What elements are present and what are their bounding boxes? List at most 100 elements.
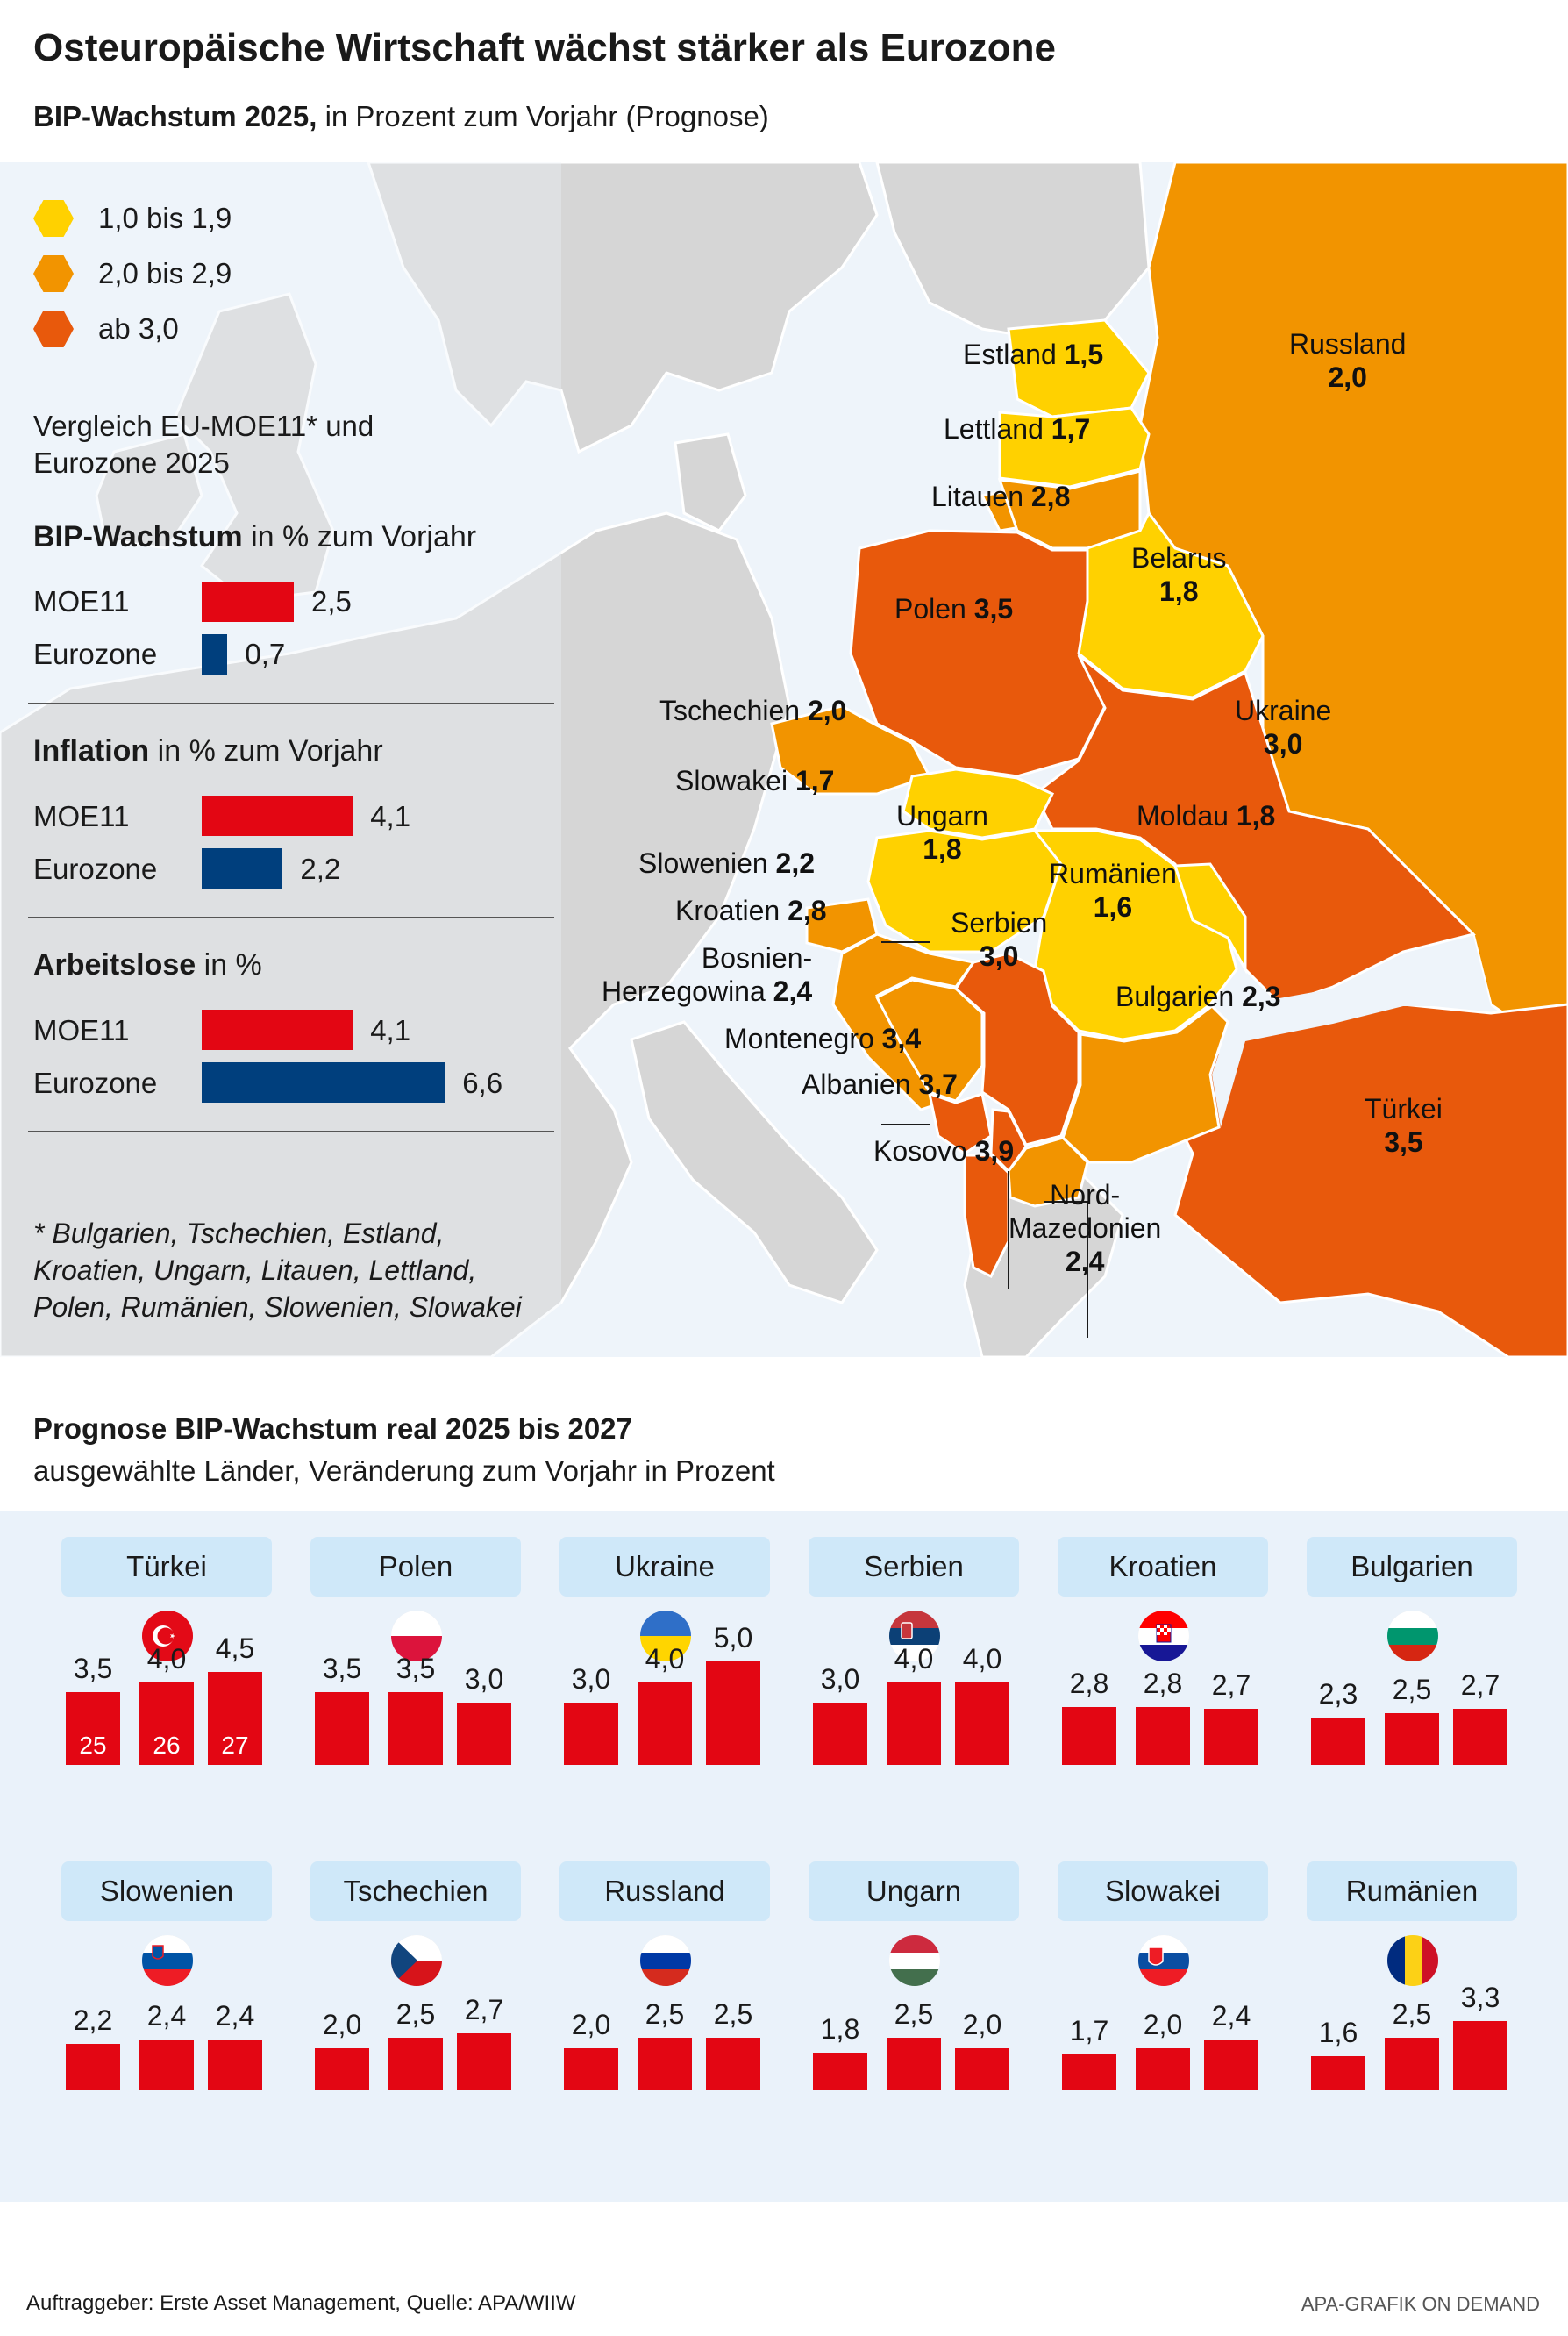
bar-value-label: 2,3 bbox=[1318, 1677, 1358, 1710]
gdp-moe11-bar bbox=[202, 582, 294, 622]
bar-value-label: 4,5 bbox=[215, 1632, 255, 1664]
country-card: Polen 3,5 3,5 3,0 bbox=[310, 1537, 521, 1765]
map-label-slowakei: Slowakei 1,7 bbox=[675, 765, 835, 797]
country-bar-chart: 2,0 2,5 2,7 bbox=[310, 1975, 521, 2090]
inflation-row-label: MOE11 bbox=[33, 800, 130, 832]
bar-2025 bbox=[1062, 2054, 1116, 2090]
black-sea bbox=[1212, 936, 1491, 1127]
legend-panel-bg bbox=[0, 162, 561, 1357]
year-label: 27 bbox=[221, 1732, 249, 1759]
country-bar-chart: 1,6 2,5 3,3 bbox=[1307, 1975, 1517, 2090]
country-bar-chart: 2,2 2,4 2,4 bbox=[61, 1975, 272, 2090]
unemployment-eurozone-bar bbox=[202, 1062, 445, 1103]
country-card: Bulgarien 2,3 2,5 2,7 bbox=[1307, 1537, 1517, 1765]
bar-2027 bbox=[1204, 1709, 1258, 1765]
page-subtitle: BIP-Wachstum 2025, in Prozent zum Vorjah… bbox=[33, 100, 769, 133]
land-scandinavia bbox=[367, 162, 879, 454]
map-label-litauen: Litauen 2,8 bbox=[931, 481, 1071, 512]
unemployment-eurozone-value: 6,6 bbox=[462, 1067, 503, 1099]
bar-2025 bbox=[66, 2044, 120, 2090]
gdp-row-label: MOE11 bbox=[33, 585, 130, 618]
bar-2025 bbox=[564, 1703, 618, 1765]
bar-2026 bbox=[139, 2040, 194, 2090]
bulgaria-flag-icon bbox=[1387, 1611, 1438, 1661]
bar-value-label: 3,3 bbox=[1460, 1982, 1500, 2014]
bar-2027 bbox=[208, 1671, 262, 1765]
footer-credit: APA-GRAFIK ON DEMAND bbox=[1301, 2293, 1540, 2315]
turkey-flag-icon bbox=[142, 1611, 193, 1661]
land-denmark bbox=[674, 432, 747, 532]
country-card: Rumänien 1,6 2,5 3,3 bbox=[1307, 1861, 1517, 2090]
bar-2027 bbox=[1453, 2021, 1507, 2090]
subtitle-bold: BIP-Wachstum 2025, bbox=[33, 100, 317, 132]
page-title: Osteuropäische Wirtschaft wächst stärker… bbox=[33, 26, 1056, 69]
bar-value-label: 2,5 bbox=[894, 1998, 934, 2030]
region-bulgarien bbox=[1061, 1004, 1229, 1164]
bar-value-label: 2,0 bbox=[571, 2008, 611, 2040]
legend-hex-icon bbox=[33, 200, 74, 237]
land-finland bbox=[875, 162, 1151, 339]
country-name-pill: Slowenien bbox=[61, 1861, 272, 1921]
country-name-pill: Serbien bbox=[809, 1537, 1019, 1597]
gdp-moe11-value: 2,5 bbox=[311, 585, 352, 618]
legend-label: 2,0 bis 2,9 bbox=[98, 257, 232, 289]
country-name-pill: Bulgarien bbox=[1307, 1537, 1517, 1597]
unemployment-row-label: MOE11 bbox=[33, 1014, 130, 1047]
bar-value-label: 3,5 bbox=[322, 1653, 362, 1685]
gdp-eurozone-bar bbox=[202, 634, 228, 675]
map-label-albanien: Albanien 3,7 bbox=[802, 1068, 958, 1100]
subtitle-rest: in Prozent zum Vorjahr (Prognose) bbox=[324, 100, 769, 132]
country-bar-chart: 1,8 2,5 2,0 bbox=[809, 1975, 1019, 2090]
map-label-lettland: Lettland 1,7 bbox=[944, 413, 1091, 445]
hungary-flag-icon bbox=[889, 1935, 940, 1986]
bar-value-label: 2,7 bbox=[1460, 1669, 1500, 1702]
country-card: Tschechien 2,0 2,5 2,7 bbox=[310, 1861, 521, 2090]
divider bbox=[28, 1131, 554, 1132]
map-label-kosovo: Kosovo 3,9 bbox=[873, 1135, 1015, 1167]
country-name-pill: Russland bbox=[559, 1861, 770, 1921]
comparison-intro-line2: Eurozone 2025 bbox=[33, 446, 230, 479]
legend-hex-icon bbox=[33, 311, 74, 347]
country-bar-chart: 2,0 2,5 2,5 bbox=[559, 1975, 770, 2090]
country-card: Ungarn 1,8 2,5 2,0 bbox=[809, 1861, 1019, 2090]
bar-value-label: 2,5 bbox=[645, 1998, 685, 2030]
slovenia-flag-icon bbox=[142, 1935, 193, 1986]
country-card: Serbien 3,0 4,0 4,0 bbox=[809, 1537, 1019, 1765]
inflation-moe11-value: 4,1 bbox=[370, 800, 411, 832]
bar-2025 bbox=[315, 2047, 369, 2090]
region-kroatien bbox=[831, 932, 976, 1111]
map-label-russland: Russland 2,0 bbox=[1289, 328, 1407, 393]
divider bbox=[28, 703, 554, 704]
divider bbox=[28, 917, 554, 918]
country-bar-chart: 2,8 2,8 2,7 bbox=[1058, 1651, 1268, 1765]
bar-value-label: 2,0 bbox=[322, 2008, 362, 2040]
region-slowakei bbox=[902, 768, 1055, 839]
bar-value-label: 2,8 bbox=[1069, 1667, 1109, 1699]
bar-2025 bbox=[564, 2047, 618, 2090]
map-label-bosnien: Bosnien- Herzegowina 2,4 bbox=[602, 942, 813, 1007]
map-label-polen: Polen 3,5 bbox=[894, 593, 1014, 625]
bar-2026 bbox=[638, 2038, 692, 2090]
bar-value-label: 4,0 bbox=[894, 1642, 934, 1675]
bar-2027 bbox=[706, 2038, 760, 2090]
bar-value-label: 3,0 bbox=[571, 1663, 611, 1696]
bar-value-label: 2,0 bbox=[962, 2008, 1002, 2040]
bar-value-label: 2,4 bbox=[146, 2000, 187, 2032]
gdp-row-label: Eurozone bbox=[33, 638, 158, 670]
bar-value-label: 1,6 bbox=[1318, 2017, 1358, 2049]
country-card: Slowenien 2,2 2,4 2,4 bbox=[61, 1861, 272, 2090]
bar-value-label: 2,5 bbox=[1392, 1674, 1432, 1705]
bar-2026 bbox=[388, 2038, 443, 2090]
map-label-ungarn: Ungarn 1,8 bbox=[896, 800, 988, 865]
country-bar-chart: 2,3 2,5 2,7 bbox=[1307, 1651, 1517, 1765]
country-card: Russland 2,0 2,5 2,5 bbox=[559, 1861, 770, 2090]
bar-value-label: 1,7 bbox=[1069, 2014, 1109, 2047]
bar-2025 bbox=[813, 2052, 867, 2090]
country-card: Kroatien 2,8 2,8 2,7 bbox=[1058, 1537, 1268, 1765]
map-label-montenegro: Montenegro 3,4 bbox=[724, 1023, 922, 1054]
bar-2027 bbox=[457, 1703, 511, 1765]
region-bosnien bbox=[874, 978, 984, 1103]
map-label-tschechien: Tschechien 2,0 bbox=[659, 695, 847, 726]
inflation-eurozone-value: 2,2 bbox=[300, 853, 341, 885]
